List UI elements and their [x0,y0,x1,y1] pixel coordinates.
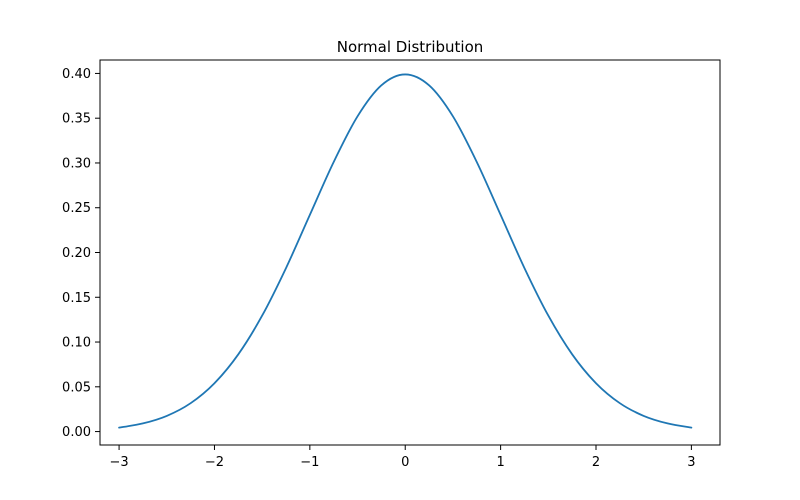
chart-title: Normal Distribution [337,38,484,56]
plot-frame [99,59,721,446]
x-tick-label: −1 [300,455,319,470]
x-axis: −3 −2 −1 0 1 2 3 [109,445,696,470]
y-tick-label: 0.20 [62,246,91,261]
y-axis: 0.00 0.05 0.10 0.15 0.20 0.25 0.30 0.35 0.40 [62,67,100,440]
y-tick-label: 0.40 [62,67,91,82]
x-tick-label: −2 [205,455,224,470]
y-tick-label: 0.35 [62,112,91,127]
y-tick-label: 0.10 [62,336,91,351]
x-tick-label: 2 [592,455,600,470]
y-tick-label: 0.25 [62,201,91,216]
x-tick-label: 3 [687,455,695,470]
x-tick-label: 1 [496,455,504,470]
x-tick-label: −3 [109,455,128,470]
x-tick-label: 0 [401,455,409,470]
y-tick-label: 0.05 [62,380,91,395]
series-line [118,73,693,429]
y-tick-label: 0.15 [62,291,91,306]
series-layer [118,73,693,429]
y-tick-label: 0.30 [62,156,91,171]
y-tick-label: 0.00 [62,425,91,440]
